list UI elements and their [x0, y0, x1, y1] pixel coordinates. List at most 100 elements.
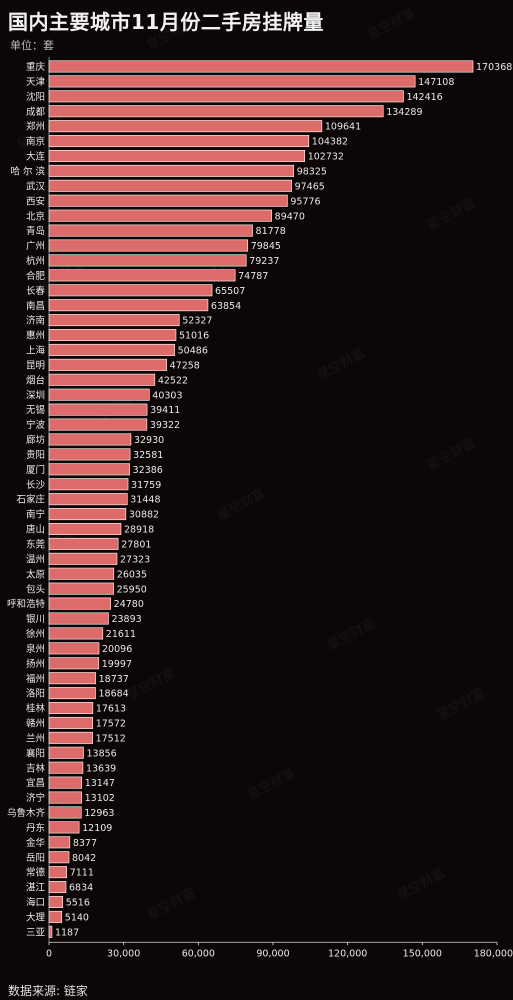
value-label: 8377	[73, 838, 97, 849]
category-label: 烟台	[26, 374, 45, 386]
x-tick-label: 30,000	[107, 948, 140, 959]
value-label: 17613	[96, 704, 126, 715]
bar	[48, 895, 64, 908]
value-label: 31759	[131, 480, 161, 491]
category-label: 襄阳	[26, 747, 45, 759]
value-label: 17512	[96, 733, 126, 744]
bar	[48, 478, 129, 491]
value-label: 79845	[251, 241, 281, 252]
category-label: 石家庄	[16, 494, 45, 506]
bar	[48, 120, 323, 133]
category-label: 郑州	[26, 121, 45, 133]
category-label: 唐山	[26, 524, 45, 536]
category-label: 洛阳	[26, 688, 45, 700]
bar	[48, 806, 82, 819]
value-label: 74787	[238, 271, 268, 282]
value-label: 63854	[211, 301, 241, 312]
category-label: 岳阳	[26, 852, 45, 864]
category-label: 长春	[26, 285, 46, 297]
bar	[48, 463, 130, 476]
bar	[48, 866, 68, 879]
value-label: 25950	[117, 584, 147, 595]
value-label: 65507	[215, 286, 245, 297]
bar	[48, 627, 104, 640]
watermark-text: 星空财富	[244, 765, 297, 804]
value-label: 81778	[256, 226, 286, 237]
category-label: 宜昌	[26, 777, 45, 789]
bar	[48, 403, 148, 416]
value-label: 13102	[85, 793, 115, 804]
category-label: 南京	[26, 136, 45, 148]
bar	[48, 418, 148, 431]
bar	[48, 194, 288, 207]
watermark-text: 星空财富	[324, 615, 377, 654]
bar	[48, 746, 84, 759]
bar	[48, 433, 132, 446]
category-label: 桂林	[26, 703, 46, 715]
value-label: 20096	[102, 644, 132, 655]
value-label: 18684	[99, 689, 129, 700]
category-label: 合肥	[26, 270, 46, 282]
category-label: 厦门	[26, 464, 45, 476]
value-label: 27801	[121, 540, 151, 551]
bar	[48, 731, 93, 744]
x-tick-label: 150,000	[403, 948, 442, 959]
watermark-text: 星空财富	[434, 685, 487, 724]
category-label: 海口	[26, 897, 45, 909]
bar	[48, 552, 118, 565]
value-label: 42522	[158, 375, 188, 386]
x-tick-label: 120,000	[328, 948, 367, 959]
category-label: 扬州	[26, 658, 45, 670]
bar	[48, 761, 84, 774]
category-label: 乌鲁木齐	[7, 807, 46, 819]
value-label: 27323	[120, 554, 150, 565]
category-label: 温州	[26, 554, 45, 565]
category-label: 重庆	[26, 61, 46, 73]
bar	[48, 836, 71, 849]
category-label: 上海	[26, 345, 46, 357]
bar	[48, 60, 474, 73]
x-tick-label: 180,000	[474, 948, 513, 959]
category-label: 沈阳	[26, 91, 45, 103]
value-label: 6834	[69, 883, 93, 894]
watermark-text: 星空财富	[314, 345, 367, 384]
category-label: 丹东	[26, 822, 45, 834]
bar	[48, 687, 96, 700]
bar	[48, 910, 63, 923]
value-label: 5140	[65, 913, 89, 924]
watermark-text: 星空财富	[424, 435, 477, 474]
bar	[48, 642, 100, 655]
value-label: 50486	[178, 346, 208, 357]
category-label: 吉林	[26, 762, 46, 774]
category-label: 呼和浩特	[7, 598, 46, 610]
bar	[48, 358, 167, 371]
value-label: 32581	[133, 450, 163, 461]
category-label: 徐州	[26, 628, 45, 640]
value-label: 142416	[406, 92, 442, 103]
value-label: 39411	[150, 405, 180, 416]
value-label: 39322	[150, 420, 180, 431]
category-label: 广州	[26, 240, 45, 252]
bar	[48, 791, 82, 804]
value-label: 17572	[96, 719, 126, 730]
value-label: 89470	[275, 211, 305, 222]
value-label: 13147	[85, 778, 115, 789]
category-label: 杭州	[26, 255, 45, 267]
category-label: 南昌	[26, 300, 45, 312]
bar	[48, 881, 67, 894]
category-label: 三亚	[26, 927, 46, 938]
category-label: 武汉	[26, 180, 46, 192]
x-axis: 0 30,000 60,000 90,000 120,000 150,000 180,000	[46, 57, 513, 959]
value-label: 170368	[476, 62, 512, 73]
bar	[48, 522, 122, 535]
watermark-text: 星空财富	[394, 865, 447, 904]
bar	[48, 75, 416, 88]
value-label: 51016	[179, 331, 209, 342]
bar	[48, 493, 128, 506]
bar	[48, 388, 150, 401]
bar	[48, 597, 111, 610]
bar	[48, 329, 177, 342]
value-label: 21611	[106, 629, 136, 640]
value-label: 26035	[117, 569, 147, 580]
